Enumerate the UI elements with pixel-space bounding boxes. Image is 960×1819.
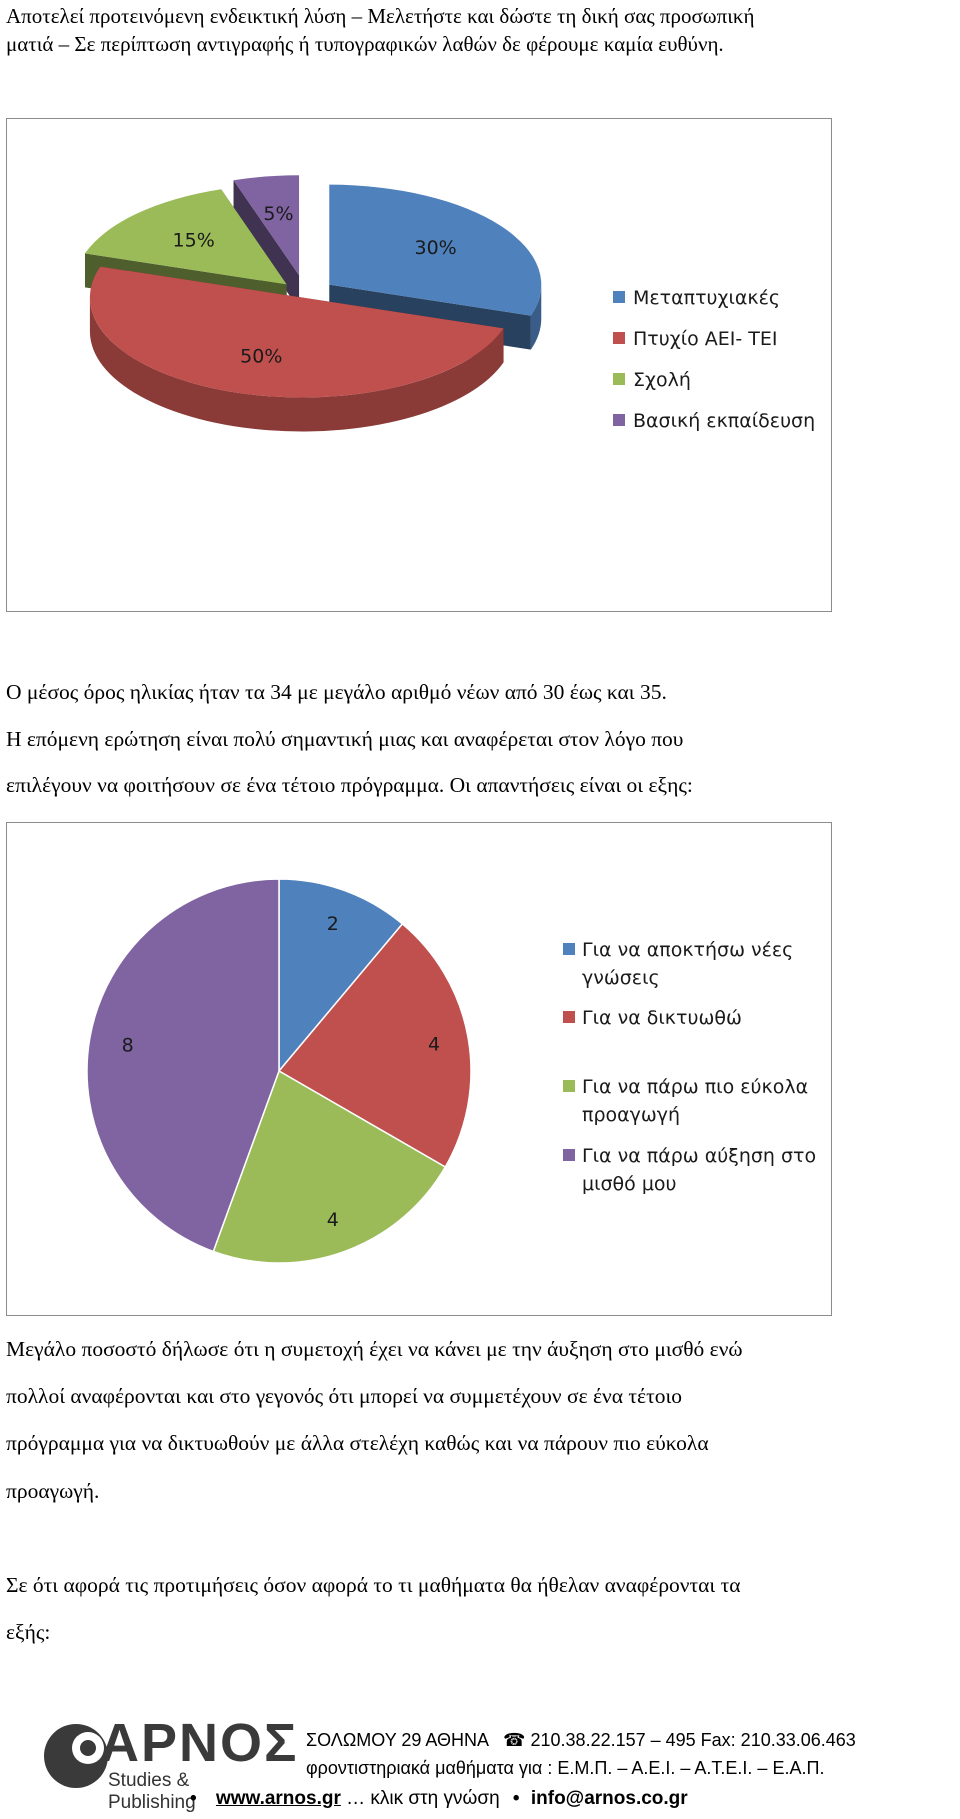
header-note: Αποτελεί προτεινόμενη ενδεικτική λύση – …: [6, 2, 958, 58]
pie-slice-3: [212, 1069, 447, 1264]
footer-phone: 210.38.22.157 – 495 Fax: 210.33.06.463: [530, 1730, 856, 1750]
pie3d-data-label: 5%: [263, 203, 293, 225]
paragraph-results-line-1: Μεγάλο ποσοστό δήλωσε ότι η συμετοχή έχε…: [6, 1337, 743, 1361]
education-pie-svg: 30% 50% 15% 5% Μεταπτυχιακές Πτυχίο ΑΕΙ- ΤΕΙ Σ…: [84, 175, 815, 432]
legend-swatch: [613, 291, 625, 303]
phone-icon: ☎: [503, 1730, 526, 1750]
logo-mark-icon: [44, 1724, 108, 1788]
paragraph-question-line-1: Η επόμενη ερώτηση είναι πολύ σημαντική μ…: [6, 727, 684, 751]
legend-swatch: [613, 332, 625, 344]
legend-label: Για να αποκτήσω νέες: [582, 939, 793, 961]
paragraph-preferences-line-1: Σε ότι αφορά τις προτιμήσεις όσον αφορά …: [6, 1573, 741, 1597]
pie3d-rim-Μεταπτυχιακές: [530, 284, 542, 350]
pie-data-label: 4: [428, 1034, 440, 1056]
pie3d-slice-Βασική εκπαίδευση: [233, 175, 300, 276]
header-note-line-1: Αποτελεί προτεινόμενη ενδεικτική λύση – …: [6, 4, 755, 28]
logo-wordmark: ΑΡΝΟΣ: [100, 1713, 299, 1773]
paragraph-results-line-4: προαγωγή.: [6, 1479, 100, 1503]
legend-swatch: [613, 373, 625, 385]
pie-slice-2: [277, 922, 472, 1169]
logo-subtitle: Studies & Publishing: [108, 1770, 196, 1813]
pie3d-slice-Μεταπτυχιακές: [329, 184, 542, 316]
footer-address: ΣΟΛΩΜΟΥ 29 ΑΘΗΝΑ: [306, 1730, 489, 1750]
pie3d-slice-Σχολή: [84, 189, 287, 285]
pie-slice-4: [86, 878, 280, 1253]
pie-slice-1: [278, 878, 404, 1074]
legend-swatch: [563, 943, 575, 955]
legend-swatch: [563, 1011, 575, 1023]
footer-tagline: φροντιστηριακά μαθήματα για : Ε.Μ.Π. – Α…: [306, 1758, 825, 1778]
pie3d-cut-wall: [233, 180, 300, 310]
pie3d-slices: [84, 175, 542, 432]
bullet-icon: •: [512, 1788, 520, 1809]
pie3d-data-label: 30%: [414, 237, 456, 259]
pie-data-label: 4: [327, 1209, 339, 1231]
paragraph-preferences-line-2: εξής:: [6, 1620, 51, 1644]
pie3d-data-label: 15%: [173, 229, 215, 251]
header-note-line-2: ματιά – Σε περίπτωση αντιγραφής ή τυπογρ…: [6, 32, 724, 56]
page-footer: ΑΡΝΟΣ Studies & Publishing ΣΟΛΩΜΟΥ 29 ΑΘ…: [0, 1712, 960, 1819]
pie-data-label: 2: [327, 913, 339, 935]
paragraph-results-line-3: πρόγραμμα για να δικτυωθούν με άλλα στελ…: [6, 1431, 709, 1455]
legend-swatch: [563, 1080, 575, 1092]
pie3d-rim-Πτυχίο ΑΕΙ- ΤΕΙ: [89, 297, 504, 432]
pie-data-label: 8: [122, 1034, 134, 1056]
footer-contact-line: ΣΟΛΩΜΟΥ 29 ΑΘΗΝΑ ☎ 210.38.22.157 – 495 F…: [306, 1730, 856, 1751]
arnos-logo: ΑΡΝΟΣ Studies & Publishing: [42, 1713, 296, 1813]
legend-label: Για να πάρω αύξηση στο: [582, 1145, 816, 1167]
legend-label: Σχολή: [633, 369, 691, 391]
website-note: … κλικ στη γνώση: [346, 1788, 505, 1809]
email-link[interactable]: info@arnos.co.gr: [530, 1788, 688, 1809]
legend-label: Πτυχίο ΑΕΙ- ΤΕΙ: [633, 328, 778, 350]
legend-label: μισθό μου: [582, 1173, 677, 1195]
footer-links-line: • www.arnos.gr … κλικ στη γνώση • info@a…: [190, 1788, 688, 1810]
reasons-pie-chart: 2 4 4 8 Για να αποκτήσω νέες γνώσεις Για να δι…: [6, 822, 832, 1316]
legend-label: Για να δικτυωθώ: [582, 1007, 742, 1029]
legend-swatch: [613, 414, 625, 426]
pie3d-data-label: 50%: [240, 345, 282, 367]
legend-label: προαγωγή: [582, 1104, 680, 1126]
paragraph-age: Ο μέσος όρος ηλικίας ήταν τα 34 με μεγάλ…: [6, 680, 667, 704]
pie3d-slice-Πτυχίο ΑΕΙ- ΤΕΙ: [89, 266, 504, 398]
paragraph-results-line-2: πολλοί αναφέρονται και στο γεγονός ότι μ…: [6, 1384, 682, 1408]
legend-swatch: [563, 1149, 575, 1161]
legend-label: Για να πάρω πιο εύκολα: [582, 1076, 808, 1098]
reasons-pie-svg: 2 4 4 8 Για να αποκτήσω νέες γνώσεις Για να δι…: [86, 878, 816, 1264]
legend-label: γνώσεις: [582, 967, 660, 989]
legend-label: Βασική εκπαίδευση: [633, 410, 815, 432]
bullet-icon: •: [190, 1788, 197, 1809]
legend-label: Μεταπτυχιακές: [633, 287, 780, 309]
website-link[interactable]: www.arnos.gr: [215, 1788, 341, 1809]
education-pie-chart: 30% 50% 15% 5% Μεταπτυχιακές Πτυχίο ΑΕΙ- ΤΕΙ Σ…: [6, 118, 832, 612]
paragraph-question-line-2: επιλέγουν να φοιτήσουν σε ένα τέτοιο πρό…: [6, 773, 693, 797]
